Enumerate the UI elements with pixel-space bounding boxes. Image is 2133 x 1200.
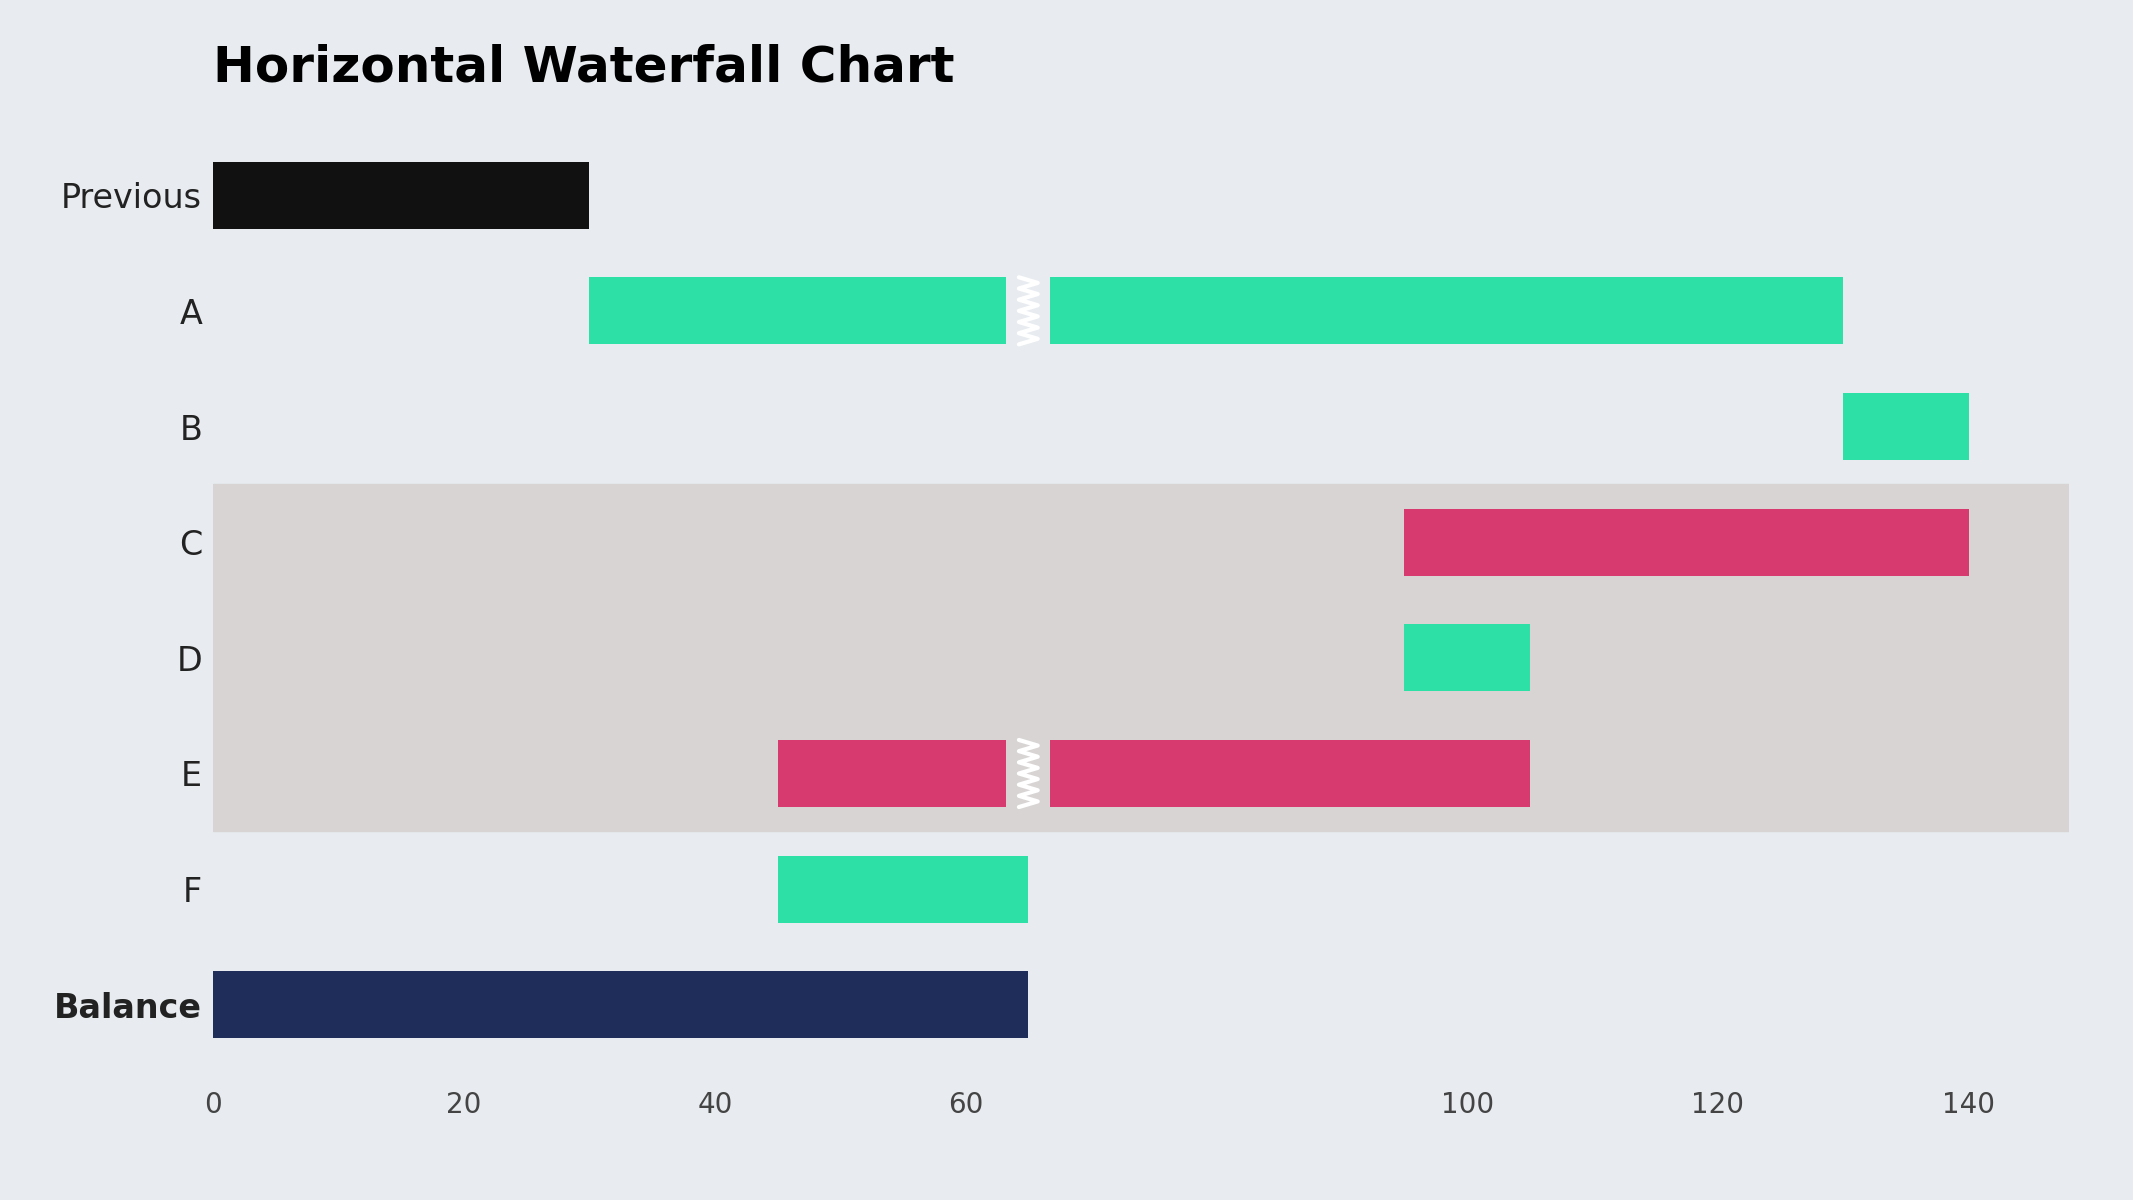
Bar (213, 971, 1028, 1038)
Text: Horizontal Waterfall Chart: Horizontal Waterfall Chart (213, 43, 956, 91)
Bar (1049, 740, 1529, 808)
Bar (1843, 392, 1969, 460)
Bar (779, 856, 1028, 923)
Bar (1404, 624, 1529, 691)
Bar (779, 740, 1007, 808)
Bar (589, 277, 1007, 344)
Bar (1404, 509, 1969, 576)
Bar (213, 485, 2069, 832)
Bar (1049, 277, 1843, 344)
Bar (213, 162, 589, 229)
